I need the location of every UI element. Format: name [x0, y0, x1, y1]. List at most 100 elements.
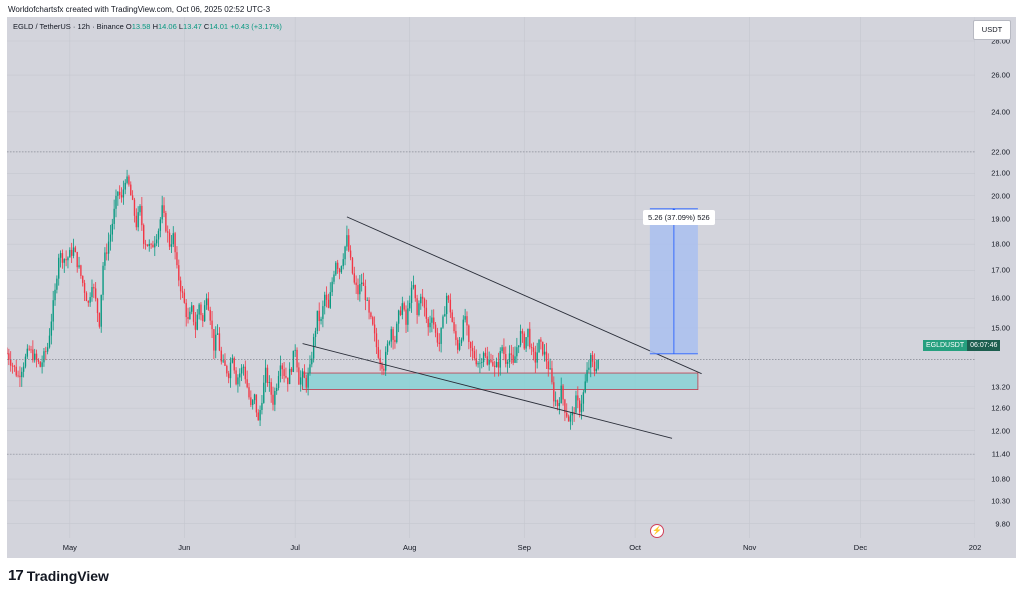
candle-body: [331, 281, 333, 293]
candle-body: [538, 339, 540, 353]
candle-body: [586, 369, 588, 382]
candle-body: [61, 253, 64, 263]
candle-body: [444, 314, 446, 317]
candle-body: [213, 329, 215, 351]
candle-body: [449, 299, 452, 313]
candle-body: [309, 364, 311, 374]
candle-body: [416, 298, 418, 315]
candle-body: [464, 316, 466, 320]
candle-body: [120, 195, 123, 198]
candle-body: [399, 310, 402, 315]
candle-body: [335, 262, 337, 275]
candle-body: [39, 361, 41, 367]
y-tick-label: 12.60: [991, 403, 1010, 413]
x-tick-label: Nov: [742, 543, 757, 552]
candle-body: [185, 302, 187, 318]
candle-body: [338, 268, 341, 273]
candle-body: [215, 334, 217, 351]
candle-body: [379, 357, 381, 364]
candle-body: [50, 321, 53, 336]
candle-body: [388, 341, 391, 344]
candle-body: [205, 298, 208, 306]
candle-body: [349, 250, 352, 258]
candle-body: [137, 212, 139, 228]
candle-body: [17, 375, 19, 377]
candle-body: [279, 365, 282, 377]
candle-body: [143, 225, 145, 244]
candle-body: [362, 282, 365, 286]
candle-body: [242, 366, 245, 368]
candle-body: [209, 309, 211, 321]
candle-body: [154, 243, 156, 248]
candle-body: [425, 307, 428, 319]
candle-body: [264, 367, 267, 383]
price-plot[interactable]: [7, 17, 975, 538]
candle-body: [259, 410, 261, 421]
candle-body: [15, 366, 17, 376]
candle-body: [102, 265, 104, 295]
legend-high-label: H: [152, 22, 158, 31]
candle-body: [593, 361, 596, 372]
candle-body: [325, 294, 328, 300]
candle-body: [292, 350, 295, 372]
candle-body: [532, 347, 535, 352]
candle-body: [360, 282, 363, 285]
lightning-icon[interactable]: ⚡: [650, 524, 664, 538]
candle-body: [80, 265, 82, 276]
candle-body: [34, 353, 36, 361]
candle-body: [159, 219, 162, 231]
chart-credit: Worldofchartsfx created with TradingView…: [8, 5, 271, 14]
candle-body: [405, 309, 407, 325]
candle-body: [479, 362, 481, 364]
y-tick-label: 11.40: [991, 449, 1010, 459]
candle-body: [547, 361, 549, 370]
candle-body: [287, 377, 289, 385]
candle-body: [67, 257, 69, 261]
candle-body: [418, 303, 420, 315]
candle-body: [161, 205, 163, 220]
candle-body: [74, 247, 77, 253]
candle-body: [386, 343, 389, 352]
candle-body: [497, 361, 500, 368]
candle-body: [274, 390, 276, 405]
candle-body: [113, 208, 115, 224]
candle-body: [59, 253, 62, 258]
candle-body: [591, 355, 594, 362]
candle-body: [130, 184, 132, 196]
candle-body: [26, 348, 29, 357]
candle-body: [263, 382, 265, 403]
price-scale[interactable]: 28.00 26.00 24.00 22.00 21.00 20.00 19.00 18.00…: [975, 17, 1016, 538]
candle-body: [98, 313, 101, 327]
candle-body: [191, 305, 193, 312]
candle-body: [571, 411, 573, 416]
tradingview-logo-icon: 17: [8, 567, 24, 584]
candle-body: [76, 252, 78, 268]
time-axis[interactable]: May Jun Jul Aug Sep Oct Nov Dec 202: [7, 538, 982, 558]
candle-body: [353, 273, 355, 283]
candle-body: [41, 362, 43, 367]
candle-body: [237, 377, 239, 385]
candle-body: [294, 349, 296, 351]
candle-body: [373, 324, 376, 334]
candle-body: [167, 231, 169, 233]
symbol-legend[interactable]: EGLD / TetherUS · 12h · Binance O13.58 H…: [13, 22, 282, 31]
candle-body: [551, 368, 553, 383]
candle-body: [253, 394, 256, 401]
candle-body: [170, 244, 173, 247]
candle-body: [529, 328, 531, 348]
currency-badge[interactable]: USDT: [973, 20, 1011, 40]
y-tick-label: 20.00: [991, 191, 1010, 201]
tradingview-brand[interactable]: 17 TradingView: [8, 567, 109, 584]
y-tick-label: 28.00: [991, 36, 1010, 46]
candle-body: [457, 339, 459, 350]
candle-body: [152, 244, 154, 248]
candle-body: [397, 310, 400, 324]
candle-body: [516, 347, 518, 357]
candle-body: [364, 285, 367, 301]
candle-body: [383, 368, 385, 371]
chart-frame[interactable]: EGLD / TetherUS · 12h · Binance O13.58 H…: [7, 17, 1016, 558]
candle-body: [46, 347, 49, 352]
candle-body: [344, 246, 346, 260]
candle-body: [226, 365, 228, 374]
candle-body: [501, 347, 503, 352]
